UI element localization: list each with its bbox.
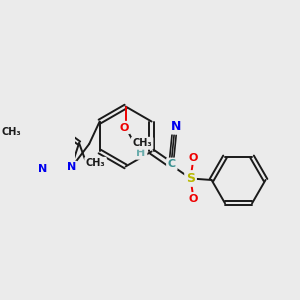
Text: S: S (186, 172, 195, 185)
Text: CH₃: CH₃ (132, 138, 152, 148)
Text: N: N (67, 162, 76, 172)
Text: C: C (168, 159, 176, 169)
Text: CH₃: CH₃ (86, 158, 105, 168)
Text: O: O (188, 153, 197, 163)
Text: H: H (136, 148, 146, 158)
Text: O: O (119, 122, 129, 133)
Text: N: N (170, 119, 181, 133)
Text: O: O (188, 194, 197, 204)
Text: CH₃: CH₃ (1, 127, 21, 137)
Text: N: N (38, 164, 47, 174)
